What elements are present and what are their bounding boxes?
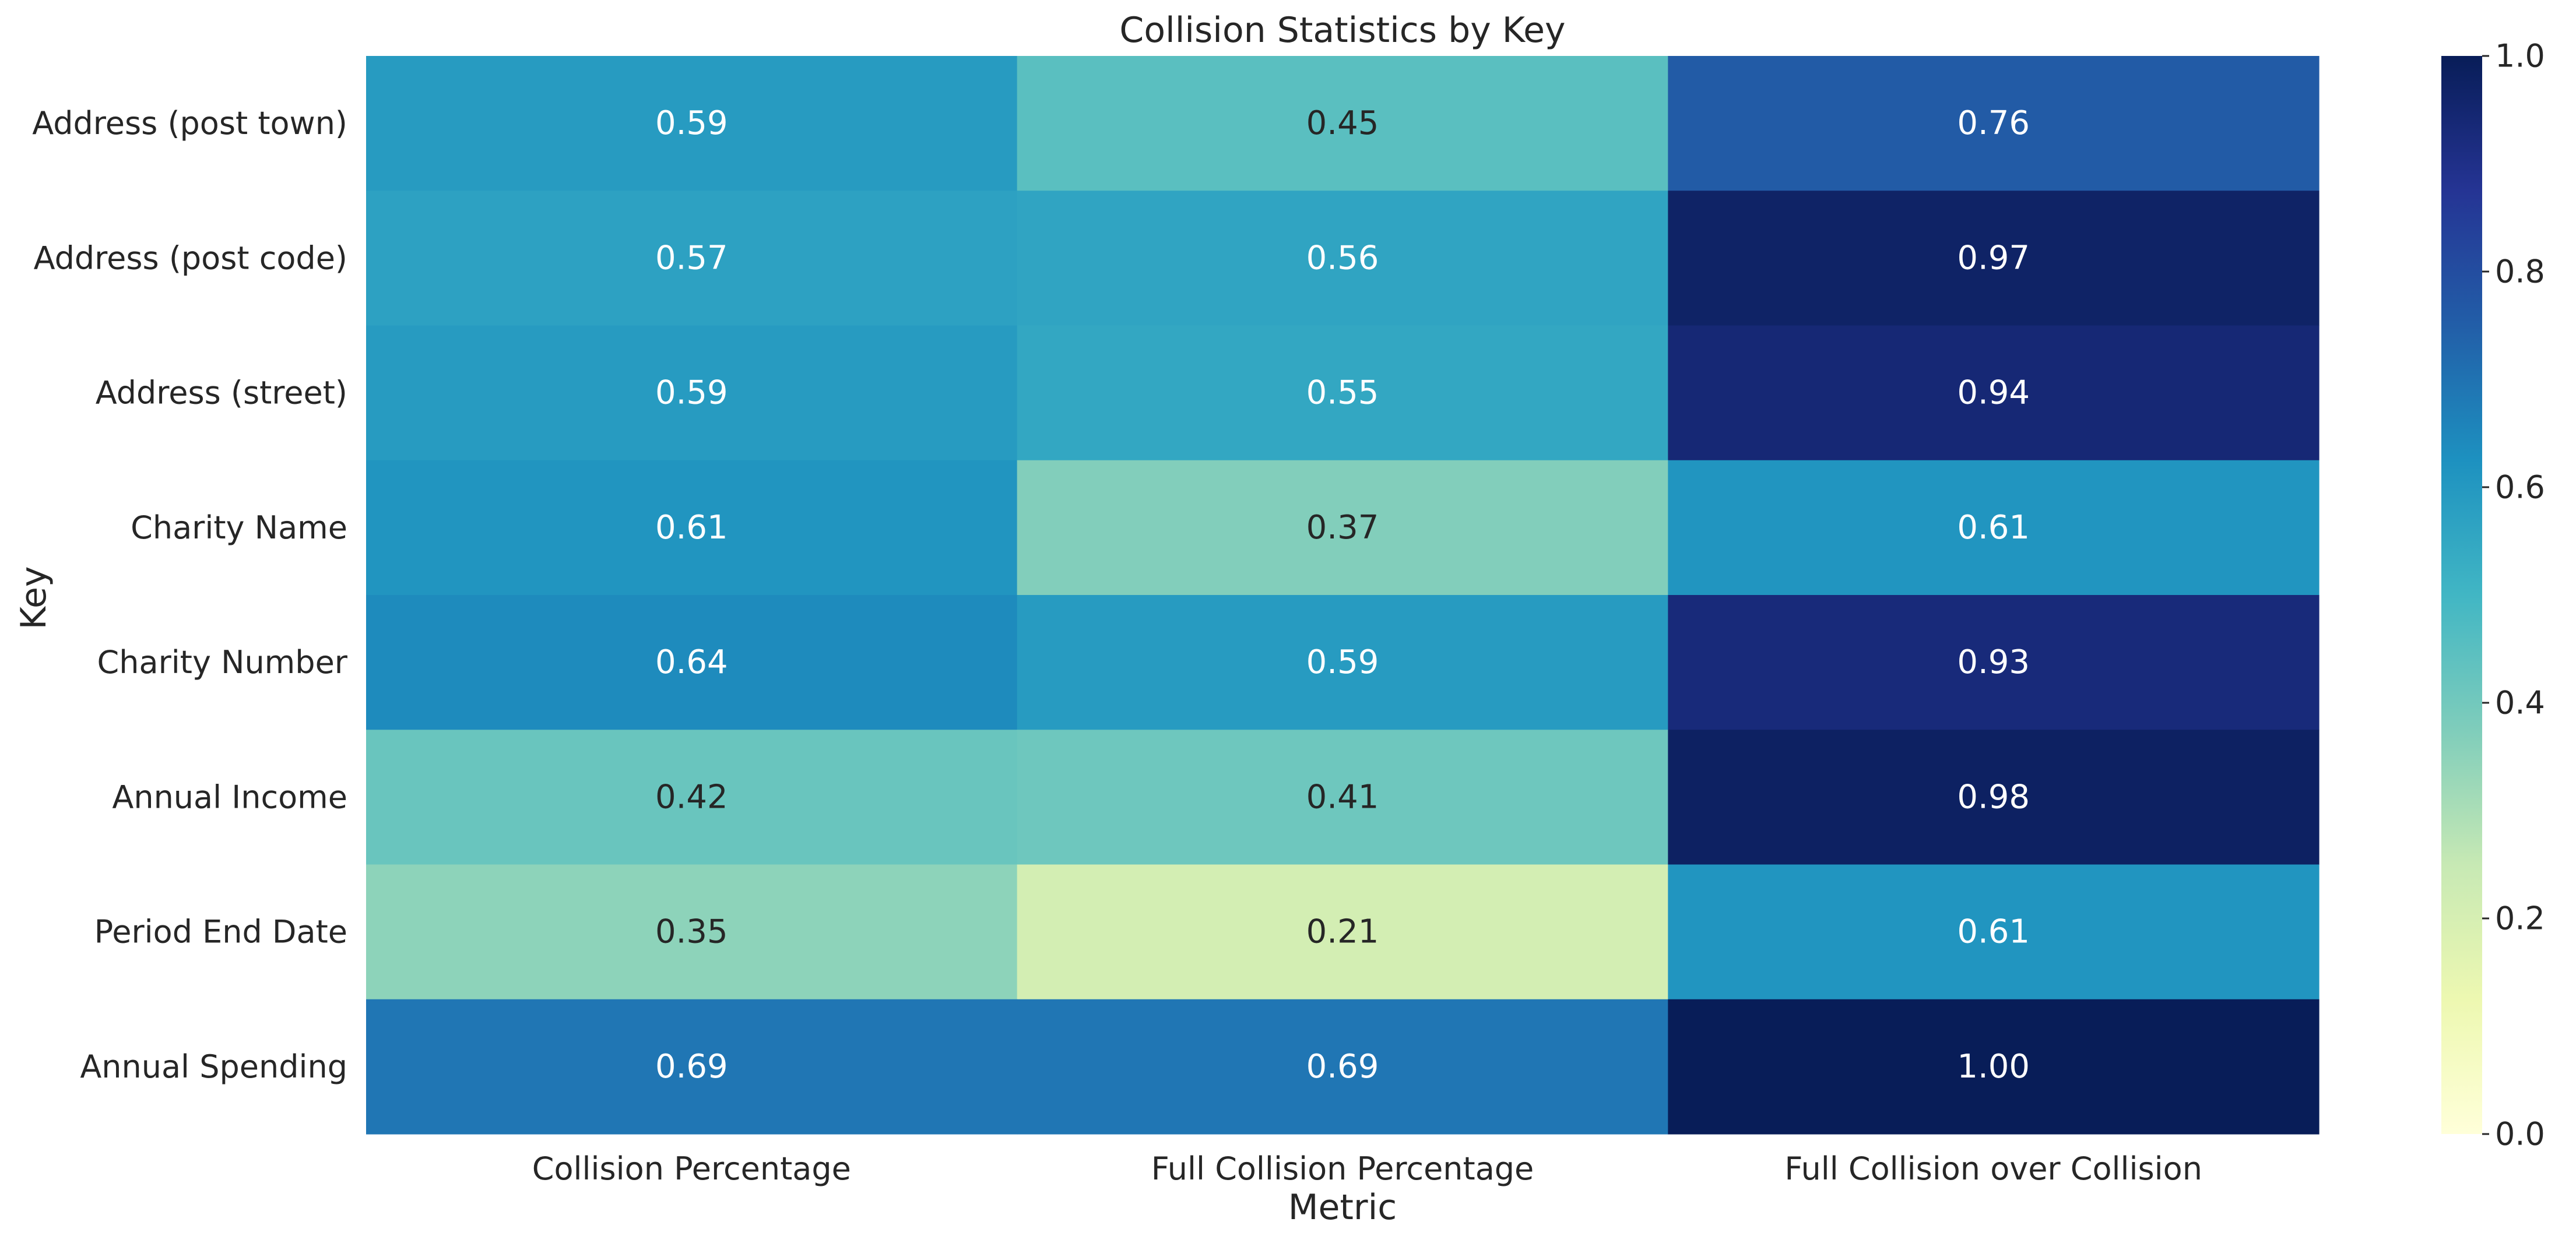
colorbar-gradient bbox=[2441, 56, 2482, 1134]
heatmap-cell-labels: 0.59 0.45 0.76 0.57 0.56 0.97 0.59 0.55 0.94 0.61… bbox=[655, 104, 2030, 1086]
x-axis-label: Metric bbox=[1288, 1187, 1397, 1228]
colorbar-tick-label: 0.4 bbox=[2495, 685, 2545, 721]
colorbar-tick-label: 0.8 bbox=[2495, 253, 2545, 290]
y-tick-label: Charity Number bbox=[97, 644, 348, 681]
heatmap-cell bbox=[1668, 595, 2320, 730]
heatmap-cell bbox=[1017, 999, 1668, 1135]
heatmap-cell-value: 0.56 bbox=[1306, 239, 1379, 277]
heatmap-cell bbox=[366, 191, 1018, 326]
heatmap-cell bbox=[1017, 595, 1668, 730]
y-tick-label: Address (post town) bbox=[32, 105, 347, 142]
y-axis-tick-labels: Address (post town) Address (post code) Ad… bbox=[32, 105, 348, 1085]
heatmap-cell bbox=[1668, 56, 2320, 191]
heatmap-cell bbox=[1668, 191, 2320, 326]
heatmap-cell-value: 0.98 bbox=[1957, 778, 2030, 816]
heatmap-cell bbox=[1668, 325, 2320, 461]
y-tick-label: Annual Income bbox=[112, 779, 347, 815]
heatmap-cell-value: 0.35 bbox=[655, 913, 728, 951]
heatmap-cell-value: 0.61 bbox=[655, 509, 728, 547]
heatmap-cell-value: 0.42 bbox=[655, 778, 728, 816]
y-tick-label: Address (street) bbox=[96, 375, 347, 411]
x-tick-label: Collision Percentage bbox=[532, 1150, 851, 1187]
heatmap-cell bbox=[1668, 999, 2320, 1135]
heatmap-cell-value: 0.94 bbox=[1957, 374, 2030, 412]
y-axis-label: Key bbox=[13, 566, 54, 630]
heatmap-cell-value: 0.57 bbox=[655, 239, 728, 277]
heatmap-cell-value: 0.59 bbox=[655, 104, 728, 142]
colorbar-tick-label: 0.0 bbox=[2495, 1116, 2545, 1153]
heatmap-cell-value: 0.93 bbox=[1957, 643, 2030, 681]
heatmap-cell-value: 0.61 bbox=[1957, 913, 2030, 951]
heatmap-cell bbox=[366, 325, 1018, 461]
heatmap-cell bbox=[366, 999, 1018, 1135]
heatmap-cell-value: 0.37 bbox=[1306, 509, 1379, 547]
heatmap-cell bbox=[366, 460, 1018, 596]
heatmap-cell-value: 0.76 bbox=[1957, 104, 2030, 142]
heatmap-cell bbox=[366, 56, 1018, 191]
x-tick-label: Full Collision Percentage bbox=[1151, 1150, 1534, 1187]
heatmap-cells bbox=[366, 56, 2320, 1135]
colorbar-tick-labels: 0.0 0.2 0.4 0.6 0.8 1.0 bbox=[2482, 38, 2545, 1153]
heatmap-cell-value: 0.21 bbox=[1306, 913, 1379, 951]
heatmap-cell-value: 0.45 bbox=[1306, 104, 1379, 142]
heatmap-cell-value: 1.00 bbox=[1957, 1048, 2030, 1086]
heatmap-cell-value: 0.97 bbox=[1957, 239, 2030, 277]
heatmap-cell bbox=[366, 730, 1018, 865]
heatmap-cell bbox=[1668, 460, 2320, 596]
chart-title: Collision Statistics by Key bbox=[1119, 10, 1565, 51]
heatmap-cell bbox=[1017, 325, 1668, 461]
heatmap-cell bbox=[1017, 56, 1668, 191]
colorbar-tick-label: 0.6 bbox=[2495, 469, 2545, 506]
colorbar-tick-label: 0.2 bbox=[2495, 900, 2545, 937]
heatmap-cell bbox=[366, 595, 1018, 730]
heatmap-cell-value: 0.41 bbox=[1306, 778, 1379, 816]
x-tick-label: Full Collision over Collision bbox=[1784, 1150, 2202, 1187]
y-tick-label: Period End Date bbox=[94, 914, 347, 950]
heatmap-cell-value: 0.64 bbox=[655, 643, 728, 681]
heatmap-cell-value: 0.59 bbox=[1306, 643, 1379, 681]
y-tick-label: Address (post code) bbox=[34, 240, 347, 276]
heatmap-cell-value: 0.69 bbox=[655, 1048, 728, 1086]
heatmap-cell bbox=[1017, 191, 1668, 326]
x-axis-tick-labels: Collision Percentage Full Collision Perce… bbox=[532, 1150, 2202, 1187]
heatmap-cell bbox=[366, 864, 1018, 1000]
heatmap-cell bbox=[1017, 864, 1668, 1000]
heatmap-cell-value: 0.69 bbox=[1306, 1048, 1379, 1086]
heatmap-cell bbox=[1017, 730, 1668, 865]
heatmap-cell bbox=[1017, 460, 1668, 596]
heatmap-cell-value: 0.55 bbox=[1306, 374, 1379, 412]
colorbar-tick-label: 1.0 bbox=[2495, 38, 2545, 75]
heatmap-cell-value: 0.59 bbox=[655, 374, 728, 412]
heatmap-cell-value: 0.61 bbox=[1957, 509, 2030, 547]
heatmap-cell bbox=[1668, 730, 2320, 865]
colorbar: 0.0 0.2 0.4 0.6 0.8 1.0 bbox=[2441, 38, 2545, 1153]
y-tick-label: Charity Name bbox=[131, 509, 347, 546]
y-tick-label: Annual Spending bbox=[80, 1048, 347, 1085]
heatmap-cell bbox=[1668, 864, 2320, 1000]
